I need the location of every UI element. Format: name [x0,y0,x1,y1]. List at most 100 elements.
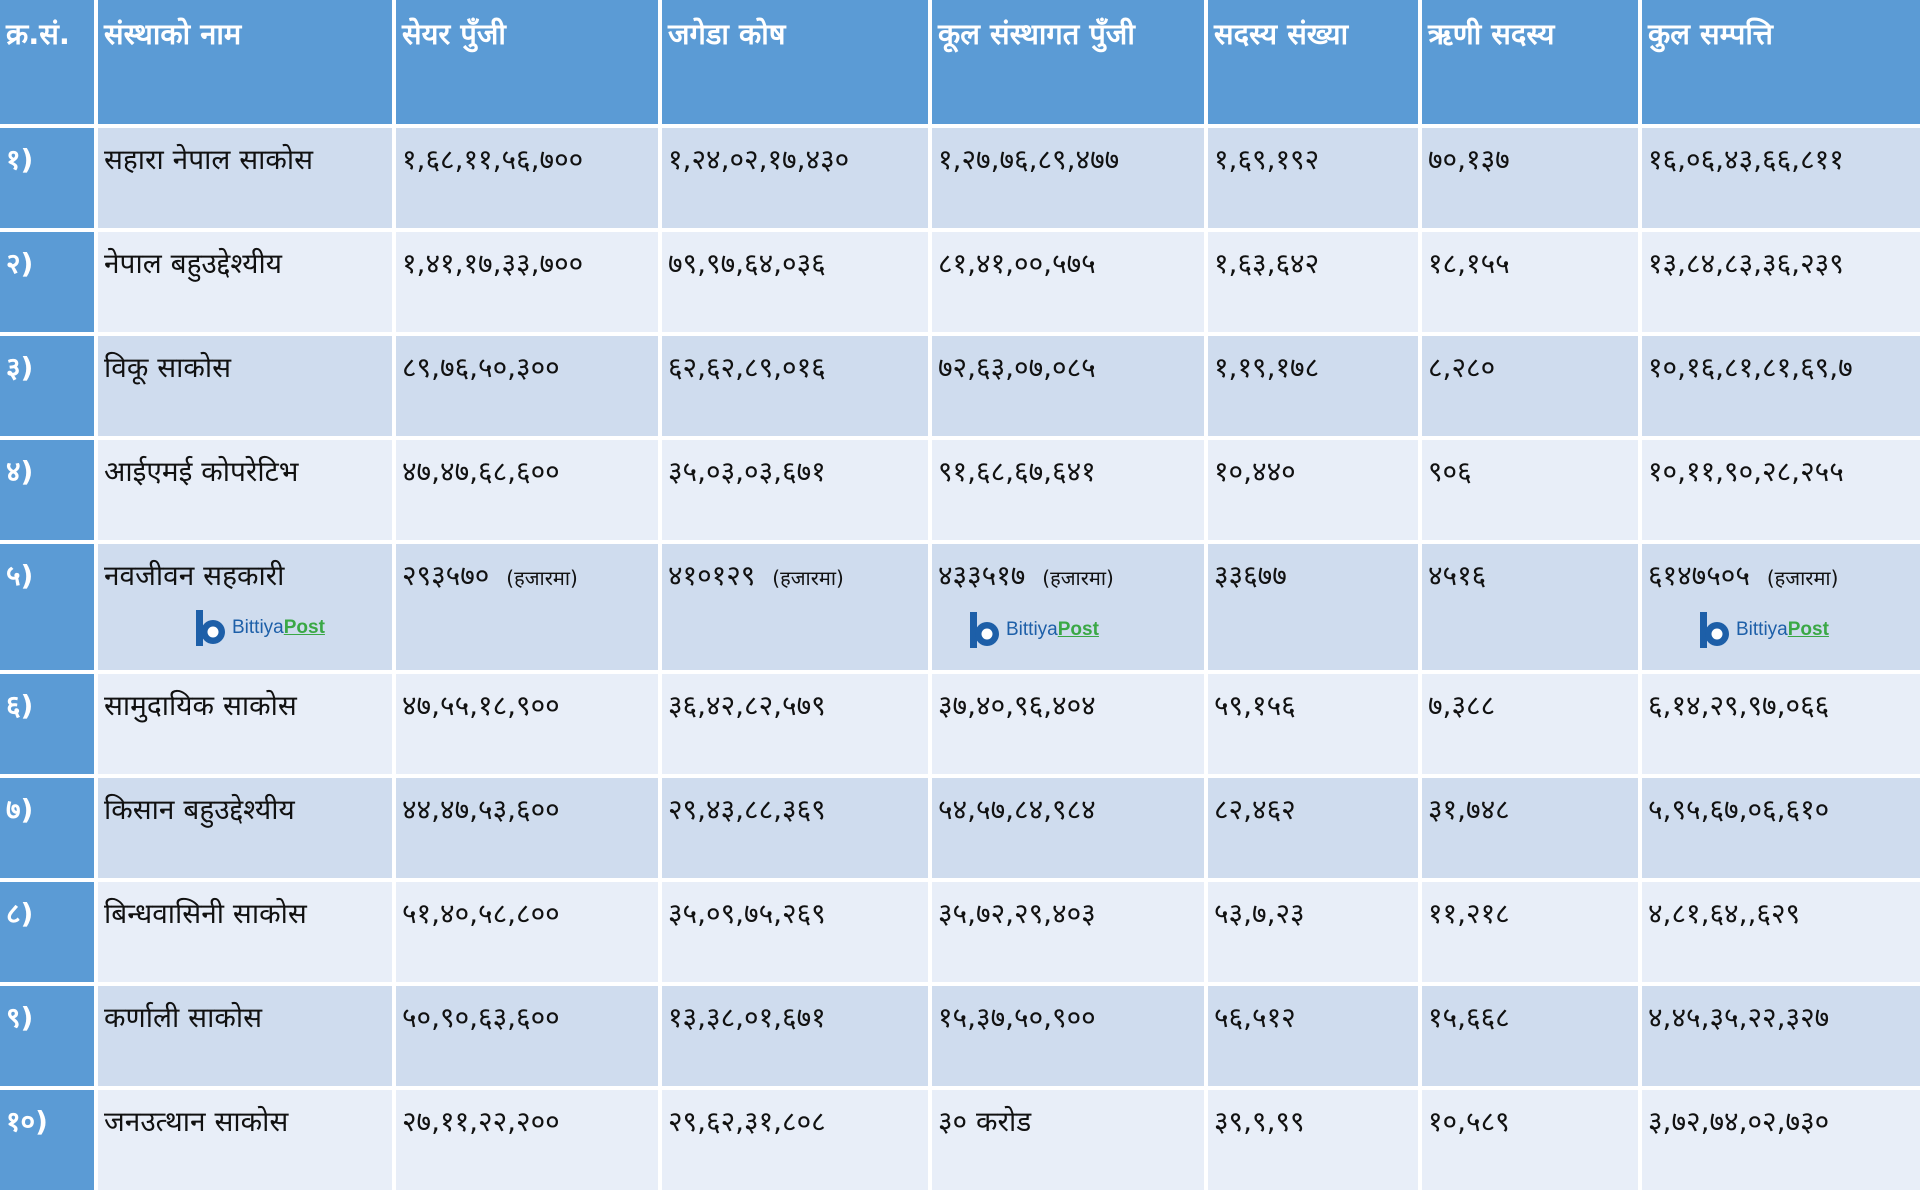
serial-cell: ३) [0,336,94,436]
total-capital-cell: ३५,७२,२९,४०३ [932,882,1204,982]
header-reserve-fund: जगेडा कोष [662,0,928,124]
reserve-unit: (हजारमा) [772,566,844,590]
total-capital-cell: ४३३५१७ (हजारमा) BittiyaPost [932,544,1204,670]
borrowers-cell: १५,६६८ [1422,986,1638,1086]
borrowers-cell: ८,२८० [1422,336,1638,436]
table-row: १) सहारा नेपाल साकोस १,६८,११,५६,७०० १,२४… [0,128,1920,228]
members-cell: ५९,१५६ [1208,674,1418,774]
total-capital-cell: ५४,५७,८४,९८४ [932,778,1204,878]
share-cell: १,६८,११,५६,७०० [396,128,658,228]
reserve-value: ४१०१२९ [668,559,765,592]
reserve-cell: ३६,४२,८२,५७९ [662,674,928,774]
total-capital-cell: ७२,६३,०७,०८५ [932,336,1204,436]
total-capital-cell: १,२७,७६,८९,४७७ [932,128,1204,228]
name-text: नवजीवन सहकारी [104,559,285,592]
members-cell: १,१९,१७८ [1208,336,1418,436]
share-unit: (हजारमा) [506,566,578,590]
share-cell: २७,११,२२,२०० [396,1090,658,1190]
watermark-logo: BittiyaPost [1698,610,1914,650]
name-cell: सहारा नेपाल साकोस [98,128,392,228]
logo-text-part2: Post [283,617,325,638]
share-cell: १,४१,१७,३३,७०० [396,232,658,332]
members-cell: ८२,४६२ [1208,778,1418,878]
serial-cell: ५) [0,544,94,670]
members-cell: ५६,५१२ [1208,986,1418,1086]
reserve-cell: २९,४३,८८,३६९ [662,778,928,878]
total-capital-cell: ३० करोड [932,1090,1204,1190]
name-cell: आईएमई कोपरेटिभ [98,440,392,540]
table-row: ४) आईएमई कोपरेटिभ ४७,४७,६८,६०० ३५,०३,०३,… [0,440,1920,540]
assets-unit: (हजारमा) [1766,566,1839,590]
table-row: ७) किसान बहुउद्देश्यीय ४४,४७,५३,६०० २९,४… [0,778,1920,878]
members-cell: ५३,७,२३ [1208,882,1418,982]
share-cell: ५०,९०,६३,६०० [396,986,658,1086]
name-cell: नेपाल बहुउद्देश्यीय [98,232,392,332]
serial-cell: ४) [0,440,94,540]
header-share-capital: सेयर पुँजी [396,0,658,124]
watermark-logo: BittiyaPost [968,610,1198,650]
name-cell: जनउत्थान साकोस [98,1090,392,1190]
header-total-assets: कुल सम्पत्ति [1642,0,1920,124]
header-borrowers: ऋणी सदस्य [1422,0,1638,124]
name-cell: कर्णाली साकोस [98,986,392,1086]
members-cell: १,६३,६४२ [1208,232,1418,332]
logo-text-part1: Bittiya [232,617,284,638]
members-cell: ३३६७७ [1208,544,1418,670]
assets-cell: ४,४५,३५,२२,३२७ [1642,986,1920,1086]
share-cell: ५१,४०,५८,८०० [396,882,658,982]
name-cell: नवजीवन सहकारी BittiyaPost [98,544,392,670]
share-cell: ४७,४७,६८,६०० [396,440,658,540]
assets-cell: १०,१६,८१,८१,६९,७ [1642,336,1920,436]
assets-cell: १३,८४,८३,३६,२३९ [1642,232,1920,332]
assets-value: ६१४७५०५ [1648,559,1759,592]
assets-cell: ६,१४,२९,९७,०६६ [1642,674,1920,774]
assets-cell: ४,८१,६४,,६२९ [1642,882,1920,982]
serial-cell: ९) [0,986,94,1086]
table-row: ९) कर्णाली साकोस ५०,९०,६३,६०० १३,३८,०१,६… [0,986,1920,1086]
total-capital-cell: ८१,४१,००,५७५ [932,232,1204,332]
reserve-cell: १३,३८,०१,६७१ [662,986,928,1086]
serial-cell: १०) [0,1090,94,1190]
borrowers-cell: ९०६ [1422,440,1638,540]
borrowers-cell: ७,३८८ [1422,674,1638,774]
logo-text-part1: Bittiya [1736,619,1788,640]
bittiyapost-logo-icon [196,610,225,646]
reserve-cell: ६२,६२,८९,०१६ [662,336,928,436]
borrowers-cell: १०,५८९ [1422,1090,1638,1190]
reserve-cell: १,२४,०२,१७,४३० [662,128,928,228]
borrowers-cell: ११,२१८ [1422,882,1638,982]
header-name: संस्थाको नाम [98,0,392,124]
table-row: ८) बिन्धवासिनी साकोस ५१,४०,५८,८०० ३५,०९,… [0,882,1920,982]
borrowers-cell: ३१,७४८ [1422,778,1638,878]
total-capital-unit: (हजारमा) [1042,566,1114,590]
name-cell: बिन्धवासिनी साकोस [98,882,392,982]
serial-cell: २) [0,232,94,332]
serial-cell: ७) [0,778,94,878]
total-capital-cell: ३७,४०,९६,४०४ [932,674,1204,774]
bittiyapost-logo-icon [1700,612,1729,648]
members-cell: ३९,९,९९ [1208,1090,1418,1190]
serial-cell: ८) [0,882,94,982]
assets-cell: ३,७२,७४,०२,७३० [1642,1090,1920,1190]
header-members: सदस्य संख्या [1208,0,1418,124]
assets-cell: ५,९५,६७,०६,६१० [1642,778,1920,878]
watermark-logo: BittiyaPost [194,608,386,648]
table-row: ५) नवजीवन सहकारी BittiyaPost २९३५७० (हजा… [0,544,1920,670]
logo-text-part1: Bittiya [1006,619,1058,640]
borrowers-cell: ७०,१३७ [1422,128,1638,228]
assets-cell: ६१४७५०५ (हजारमा) BittiyaPost [1642,544,1920,670]
name-cell: विकू साकोस [98,336,392,436]
borrowers-cell: १८,१५५ [1422,232,1638,332]
header-total-capital: कूल संस्थागत पुँजी [932,0,1204,124]
total-capital-cell: ९१,६८,६७,६४१ [932,440,1204,540]
serial-cell: ६) [0,674,94,774]
share-cell: ४७,५५,१८,९०० [396,674,658,774]
share-cell: ८९,७६,५०,३०० [396,336,658,436]
members-cell: १,६९,१९२ [1208,128,1418,228]
reserve-cell: ४१०१२९ (हजारमा) [662,544,928,670]
name-cell: किसान बहुउद्देश्यीय [98,778,392,878]
reserve-cell: ७९,९७,६४,०३६ [662,232,928,332]
table-row: २) नेपाल बहुउद्देश्यीय १,४१,१७,३३,७०० ७९… [0,232,1920,332]
reserve-cell: २९,६२,३१,८०८ [662,1090,928,1190]
